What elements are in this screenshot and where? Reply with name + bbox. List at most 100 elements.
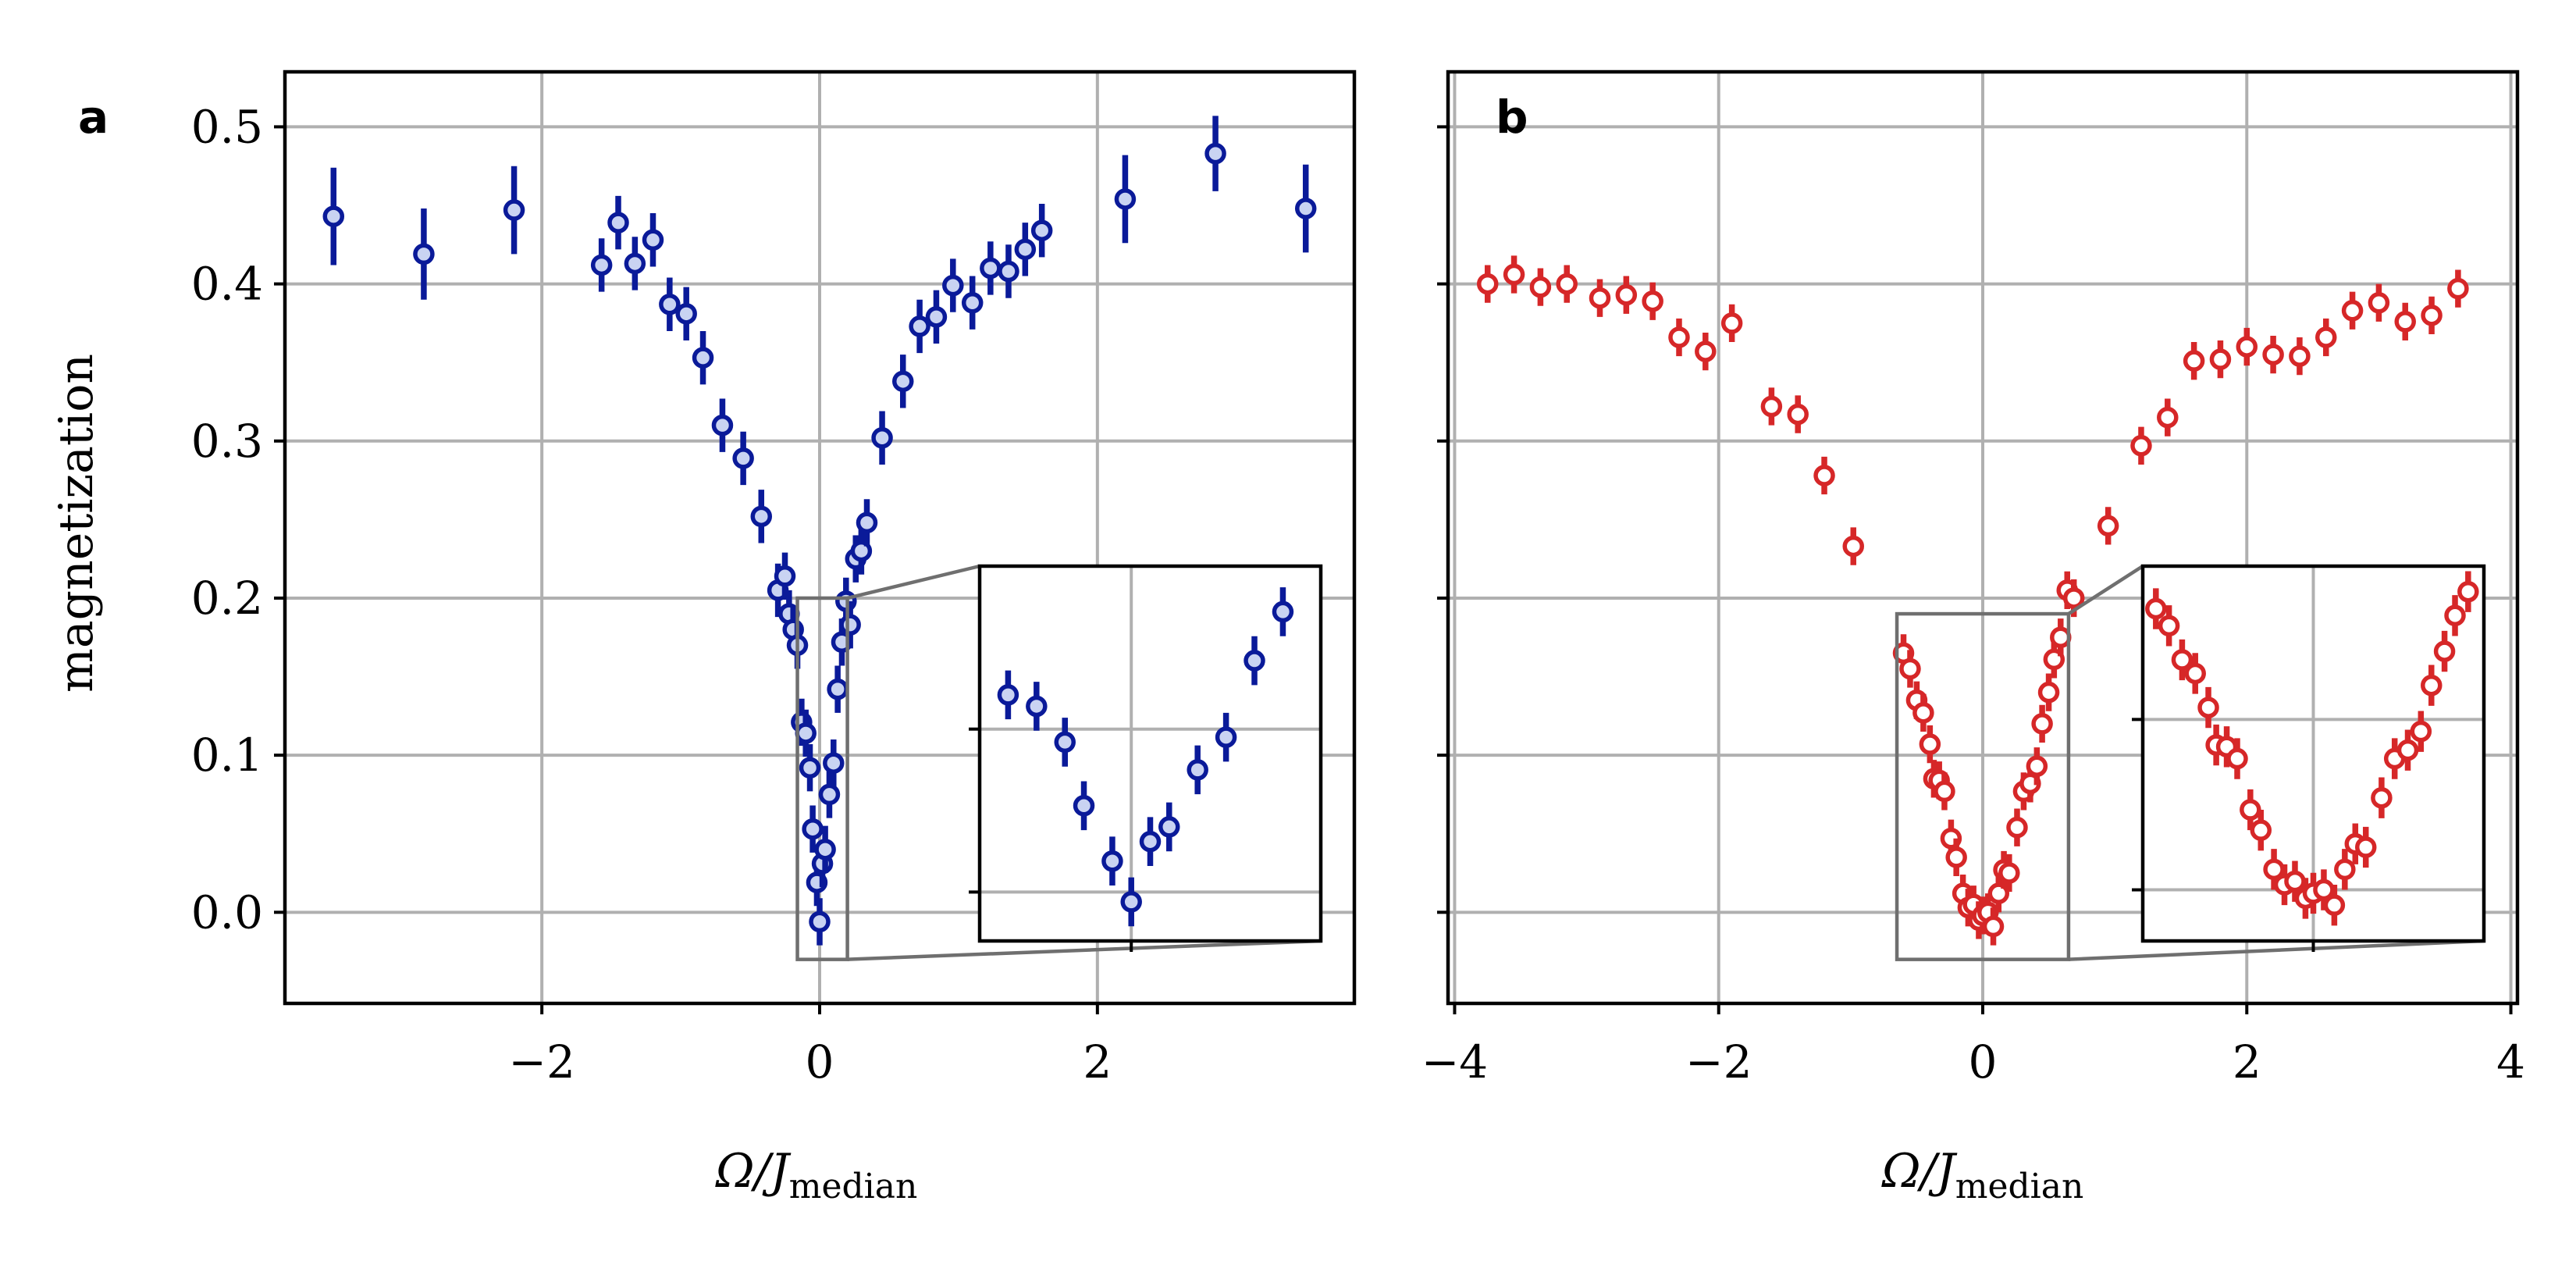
panel-b: −4 −2 0 2 4 b Ω/Jmedian <box>1421 69 2525 1206</box>
marker <box>2184 662 2206 685</box>
marker <box>2226 747 2248 770</box>
marker <box>2240 799 2261 821</box>
data-point <box>1073 781 1095 831</box>
panel-a-letter: a <box>78 91 109 144</box>
data-point <box>827 665 849 713</box>
data-point <box>1787 395 1809 433</box>
marker <box>2433 640 2456 662</box>
x-tick-label: −4 <box>1421 1035 1489 1089</box>
marker <box>942 274 964 297</box>
y-tick-label: 0.1 <box>191 729 263 782</box>
marker <box>839 614 861 636</box>
marker <box>732 447 754 469</box>
data-point <box>1120 877 1142 927</box>
x-tick-label: −2 <box>1685 1035 1752 1089</box>
marker <box>1945 846 1967 868</box>
data-point <box>642 213 664 267</box>
data-point <box>750 490 773 543</box>
data-point <box>818 771 841 818</box>
marker <box>1987 882 2010 904</box>
inset-frame <box>2140 564 2486 943</box>
marker <box>1026 695 1048 718</box>
marker <box>2130 435 2152 457</box>
connector-line <box>2067 565 2144 615</box>
data-point <box>1934 772 1955 811</box>
marker <box>774 565 796 587</box>
marker <box>750 505 773 528</box>
zoom-box <box>795 596 849 961</box>
data-point <box>1244 636 1265 686</box>
data-point <box>2250 810 2272 851</box>
marker <box>1120 891 1142 913</box>
marker <box>2006 816 2028 839</box>
data-point <box>1476 265 1499 303</box>
data-point <box>1158 802 1180 852</box>
marker <box>795 722 817 744</box>
data-point <box>2341 291 2364 330</box>
y-tick-label: 0.2 <box>191 572 263 625</box>
data-point <box>2371 777 2393 818</box>
data-point <box>2157 398 2179 437</box>
marker <box>1158 816 1180 838</box>
marker <box>1813 465 1835 486</box>
marker <box>2097 515 2119 537</box>
marker <box>2447 277 2469 300</box>
data-point <box>871 411 893 465</box>
data-point <box>1187 745 1208 795</box>
marker <box>2050 626 2072 648</box>
y-tick-label: 0.4 <box>191 258 263 311</box>
marker <box>2262 344 2284 365</box>
data-point <box>1760 387 1783 426</box>
marker <box>1912 702 1934 724</box>
data-point <box>2433 630 2456 672</box>
x-tick-label: 0 <box>1969 1035 1998 1089</box>
data-point <box>2184 653 2206 694</box>
marker <box>2457 580 2479 603</box>
marker <box>1982 915 2005 938</box>
marker <box>2323 894 2346 916</box>
data-point <box>2171 639 2194 681</box>
data-point <box>942 258 964 312</box>
marker <box>1139 830 1162 853</box>
data-point <box>2447 269 2469 308</box>
data-point <box>856 499 878 547</box>
data-point <box>2183 342 2205 380</box>
data-point <box>814 825 836 874</box>
marker <box>980 257 1002 280</box>
marker <box>1476 273 1499 295</box>
inset-frame <box>977 564 1323 943</box>
marker <box>2410 720 2432 743</box>
marker <box>1294 198 1317 219</box>
marker <box>590 254 613 276</box>
marker <box>2062 587 2085 609</box>
marker <box>997 684 1019 706</box>
data-point <box>1899 650 1921 688</box>
marker <box>2157 406 2179 429</box>
panel-b-xlabel-main: Ω/J <box>1881 1144 1958 1199</box>
connector-line <box>847 939 1322 961</box>
data-point <box>1589 279 1611 317</box>
marker <box>892 370 914 393</box>
marker <box>1073 795 1095 817</box>
marker <box>2145 597 2167 620</box>
marker <box>1101 850 1123 872</box>
marker <box>1668 326 1690 348</box>
zoom-box <box>1895 611 2071 961</box>
marker <box>1503 263 1525 286</box>
marker <box>1615 283 1638 306</box>
marker <box>413 243 435 265</box>
y-tick-label: 0.5 <box>191 100 263 153</box>
data-point <box>1842 527 1864 565</box>
data-point <box>1054 718 1076 767</box>
marker <box>503 199 525 221</box>
data-point <box>2226 738 2248 779</box>
marker <box>1030 219 1053 241</box>
data-point <box>2037 673 2060 711</box>
inset <box>969 564 1323 952</box>
x-tick-label: 4 <box>2496 1035 2525 1089</box>
data-point <box>1987 875 2010 913</box>
data-point <box>1529 268 1552 306</box>
data-point <box>1294 164 1317 253</box>
marker <box>909 315 930 337</box>
